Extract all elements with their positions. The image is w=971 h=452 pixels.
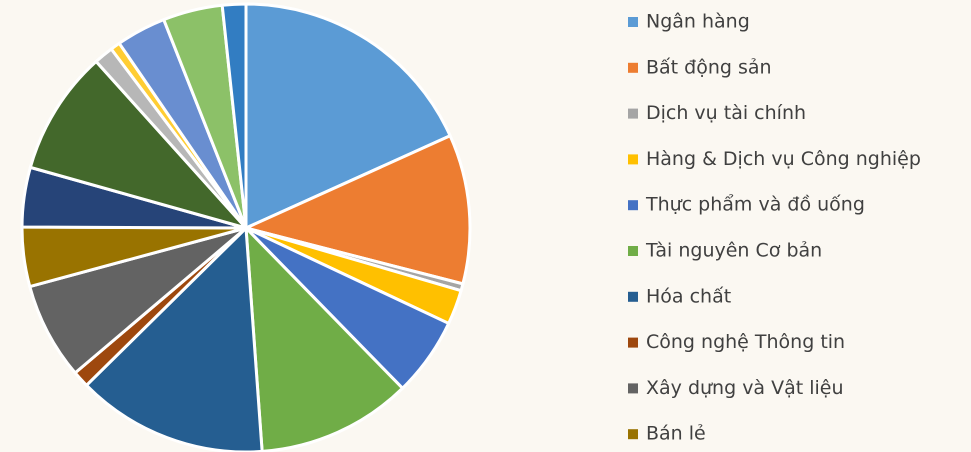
- legend-swatch: [628, 62, 638, 73]
- legend-label: Hàng & Dịch vụ Công nghiệp: [646, 148, 921, 170]
- legend-swatch: [628, 337, 638, 348]
- pie-slice: [244, 2, 452, 230]
- legend-swatch: [628, 291, 638, 302]
- legend-swatch: [628, 108, 638, 119]
- legend-label: Bán lẻ: [646, 423, 706, 445]
- legend-swatch: [628, 246, 638, 256]
- legend-label: Công nghệ Thông tin: [646, 331, 845, 353]
- legend-label: Bất động sản: [646, 56, 772, 78]
- pie-slice: [28, 60, 248, 230]
- legend-swatch: [628, 383, 638, 394]
- legend-label: Dịch vụ tài chính: [646, 102, 806, 124]
- legend-swatch: [628, 17, 638, 27]
- legend-swatch: [628, 200, 638, 211]
- legend-swatch: [628, 429, 638, 440]
- legend-label: Xây dựng và Vật liệu: [646, 377, 844, 399]
- legend-label: Tài nguyên Cơ bản: [645, 240, 822, 262]
- legend-swatch: [628, 154, 638, 165]
- pie-slice: [244, 226, 405, 452]
- legend-label: Hóa chất: [646, 285, 731, 307]
- pie-slice: [244, 134, 472, 286]
- legend-label: Ngân hàng: [646, 11, 750, 33]
- pie-slice: [220, 2, 248, 230]
- legend-label: Thực phẩm và đồ uống: [645, 194, 865, 216]
